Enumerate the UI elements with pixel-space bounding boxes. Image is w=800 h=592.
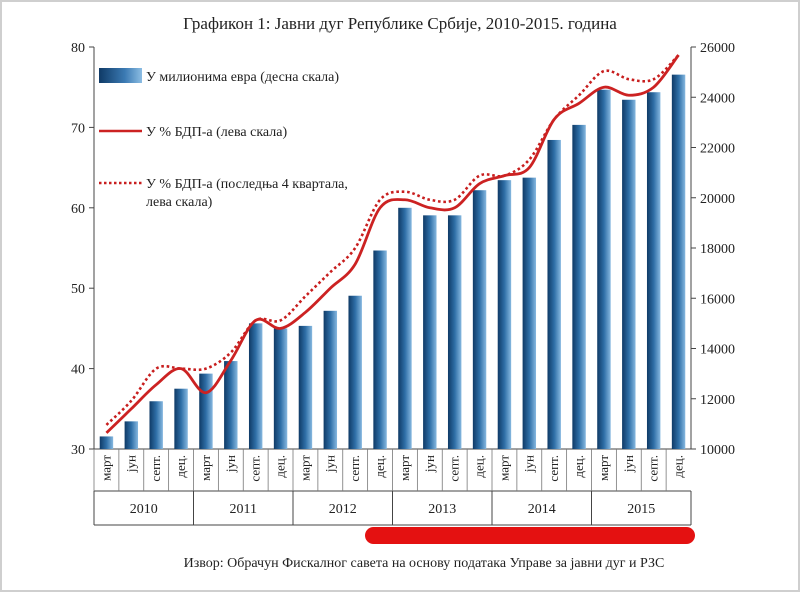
legend: У милионима евра (десна скала) У % БДП-а… [99, 68, 348, 210]
x-quarter-label: септ. [347, 455, 362, 482]
x-quarter-label: јун [422, 455, 437, 473]
bar-debt-eur [472, 190, 487, 449]
x-year-label: 2015 [627, 502, 655, 517]
bar-debt-eur [224, 361, 238, 449]
x-quarter-label: јун [521, 455, 536, 473]
chart-title: Графикон 1: Јавни дуг Републике Србије, … [183, 14, 617, 33]
bar-debt-eur [522, 177, 537, 449]
left-tick-label: 60 [71, 202, 85, 217]
bar-debt-eur [597, 89, 611, 450]
legend-bar-swatch [99, 68, 142, 83]
bar-debt-eur [348, 295, 362, 449]
bar-debt-eur [199, 373, 213, 449]
left-tick-label: 50 [71, 282, 85, 297]
left-tick-label: 70 [71, 121, 85, 136]
x-quarter-label: дец. [173, 455, 188, 478]
bar-debt-eur [497, 180, 512, 449]
x-year-label: 2013 [428, 502, 456, 517]
x-quarter-label: дец. [472, 455, 487, 478]
bar-debt-eur [671, 74, 686, 449]
legend-dotted-label-line2: лева скала) [146, 195, 213, 210]
source-note: Извор: Обрачун Фискалног савета на основ… [184, 556, 665, 571]
x-quarter-label: јун [621, 455, 636, 473]
x-quarter-label: септ. [248, 455, 263, 482]
bar-debt-eur [373, 250, 387, 449]
legend-dotted-label-line1: У % БДП-а (последња 4 квартала, [146, 177, 348, 192]
bar-debt-eur [323, 310, 338, 449]
bar-debt-eur [298, 325, 313, 449]
x-quarter-label: јун [123, 455, 138, 473]
right-tick-label: 18000 [700, 242, 735, 257]
x-quarter-label: март [596, 455, 611, 481]
legend-bar-label: У милионима евра (десна скала) [146, 70, 339, 85]
x-quarter-label: јун [322, 455, 337, 473]
x-quarter-label: март [397, 455, 412, 481]
series-gdp-line [105, 54, 680, 434]
x-quarter-label: март [98, 455, 113, 481]
x-year-label: 2012 [329, 502, 357, 517]
bar-debt-eur [622, 99, 636, 449]
x-quarter-label: дец. [273, 455, 288, 478]
right-tick-label: 20000 [700, 192, 735, 207]
right-tick-label: 14000 [700, 343, 735, 358]
right-tick-label: 26000 [700, 41, 735, 56]
bar-debt-eur [423, 215, 437, 449]
x-quarter-label: септ. [546, 455, 561, 482]
x-year-label: 2011 [230, 502, 257, 517]
x-quarter-label: март [297, 455, 312, 481]
bar-debt-eur [99, 436, 114, 449]
red-highlight-mark [365, 527, 695, 544]
left-tick-label: 30 [71, 443, 85, 458]
left-tick-label: 80 [71, 41, 85, 56]
bar-debt-eur [124, 421, 139, 449]
right-tick-label: 22000 [700, 142, 735, 157]
x-year-label: 2010 [130, 502, 158, 517]
x-year-label: 2014 [528, 502, 556, 517]
right-tick-label: 10000 [700, 443, 735, 458]
bar-debt-eur [149, 401, 163, 449]
series-gdp-4q-dotted-line [105, 54, 680, 426]
bar-debt-eur [646, 92, 661, 449]
x-quarter-label: септ. [148, 455, 163, 482]
bar-debt-eur [248, 323, 263, 449]
right-tick-label: 24000 [700, 91, 735, 106]
x-quarter-label: дец. [571, 455, 586, 478]
x-quarter-label: дец. [372, 455, 387, 478]
right-tick-label: 12000 [700, 393, 735, 408]
bar-debt-eur [447, 215, 462, 449]
bar-debt-eur [174, 388, 188, 449]
x-quarter-label: септ. [646, 455, 661, 482]
bar-debt-eur [572, 124, 586, 449]
x-quarter-label: јун [223, 455, 238, 473]
x-quarter-label: март [198, 455, 213, 481]
bar-debt-eur [398, 207, 412, 449]
legend-line-label: У % БДП-а (лева скала) [146, 125, 287, 140]
left-tick-label: 40 [71, 363, 85, 378]
x-quarter-label: март [496, 455, 511, 481]
bar-debt-eur [547, 139, 561, 449]
bar-debt-eur [273, 328, 288, 449]
x-quarter-label: септ. [447, 455, 462, 482]
right-tick-label: 16000 [700, 292, 735, 307]
x-quarter-label: дец. [671, 455, 686, 478]
